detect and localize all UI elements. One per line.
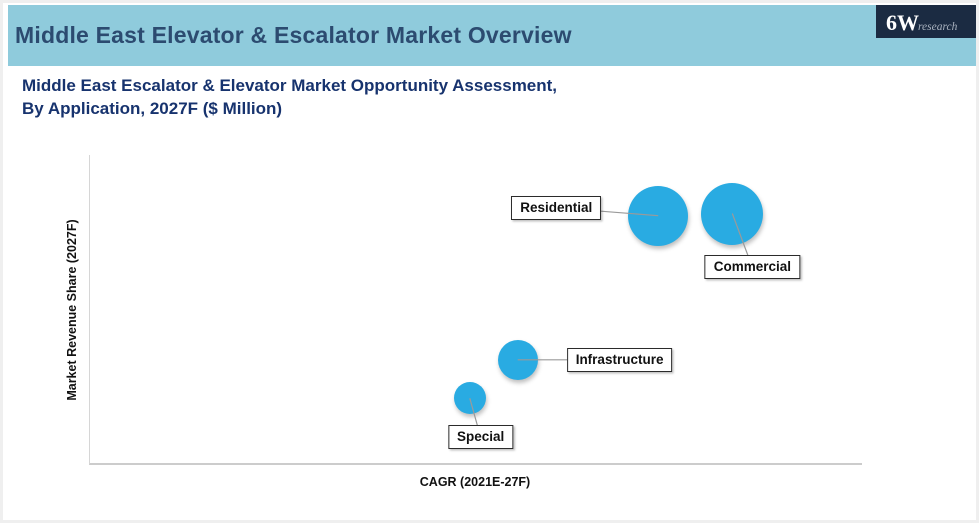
data-label-special: Special	[447, 425, 514, 450]
data-label-infrastructure: Infrastructure	[566, 347, 673, 372]
title-band: Middle East Elevator & Escalator Market …	[8, 5, 976, 66]
plot-area: Special Infrastructure Residential Commerci…	[89, 155, 862, 465]
chart-subtitle-line1: Middle East Escalator & Elevator Market …	[22, 76, 558, 95]
chart-subtitle: Middle East Escalator & Elevator Market …	[22, 74, 557, 120]
y-axis-label: Market Revenue Share (2027F)	[65, 219, 79, 401]
page-title: Middle East Elevator & Escalator Market …	[15, 22, 572, 48]
logo-6w-text: 6W	[886, 10, 919, 35]
brand-logo: 6W research	[876, 5, 976, 38]
x-axis-label: CAGR (2021E-27F)	[419, 475, 531, 489]
data-label-commercial: Commercial	[704, 255, 801, 280]
chart-subtitle-line2: By Application, 2027F ($ Million)	[22, 99, 283, 118]
bubble-special	[453, 382, 486, 415]
data-label-residential: Residential	[511, 195, 602, 220]
bubble-commercial	[701, 182, 764, 245]
bubble-residential	[628, 185, 689, 246]
logo-research-text: research	[918, 20, 958, 33]
bubble-infrastructure	[497, 339, 538, 380]
